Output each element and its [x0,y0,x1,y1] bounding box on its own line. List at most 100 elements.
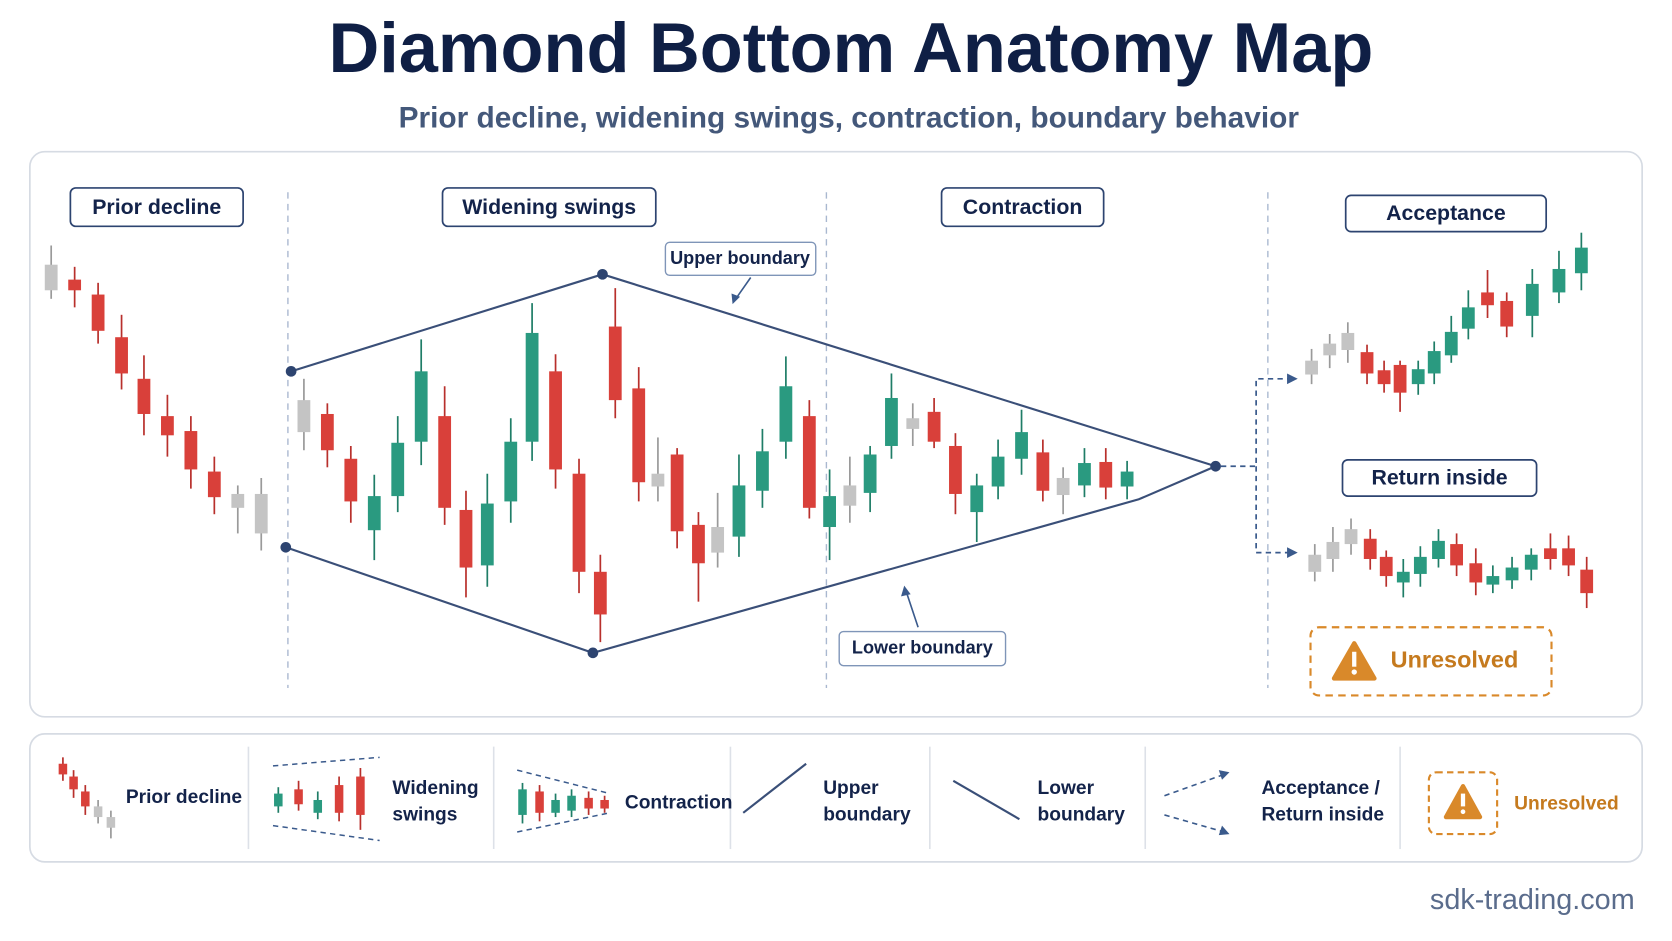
legend-label: swings [392,805,457,826]
candle-body [504,441,518,502]
legend-label: Return inside [1261,805,1384,826]
candle-body [184,431,198,470]
candle-body [1363,538,1377,560]
candle-body [294,789,303,805]
candle-body [632,388,646,483]
candle-body [313,799,323,813]
outcome-label: Acceptance [1386,201,1506,225]
label-box [1344,194,1548,233]
status-label: Unresolved [1391,647,1519,673]
candle-body [414,371,428,442]
candle-body [608,326,622,401]
candle-body [823,496,836,528]
phase-label: Contraction [963,195,1083,219]
candle-body [572,473,586,572]
legend-label: Acceptance / [1261,778,1380,799]
legend-label: Widening [392,778,478,799]
candle-body [779,386,793,442]
legend-label: Lower [1038,778,1095,799]
annotation-arrow [905,591,919,628]
candle-body [91,294,105,331]
candle-body [1486,576,1500,585]
candle-body [1427,351,1441,374]
phase-label: Widening swings [462,195,636,219]
candle-body [356,776,365,815]
candle-body [1525,283,1539,316]
candle-body [1015,432,1028,459]
annotation: Lower boundary [852,637,993,657]
legend-label: boundary [823,805,911,826]
candle-body [1469,563,1483,583]
candle-body [1461,307,1475,329]
legend-label: Prior decline [126,787,243,808]
candle-body [593,571,607,615]
candle-body [44,264,58,291]
candle-body [863,454,877,493]
candle-body [1036,452,1050,491]
candle-body [1344,529,1358,545]
candle-body [1411,369,1425,385]
candle-body [991,456,1005,487]
candle-body [1562,548,1575,566]
legend-label: Contraction [625,792,733,813]
candle-body [254,493,268,534]
candle-body [551,799,560,813]
candle-body [367,496,381,531]
candle-body [651,473,665,487]
candle-body [69,776,78,790]
candle-body [438,416,452,508]
outcome-arrows [1220,377,1293,554]
title: Diamond Bottom Anatomy Map [328,8,1373,87]
candle-body [106,817,116,828]
candle-body [927,411,941,442]
legend-label: boundary [1038,805,1126,826]
phase-separators [287,192,1269,689]
candle-body [58,763,68,775]
candle-body [297,400,311,433]
phase-label: Prior decline [92,195,221,219]
main-panel [29,150,1643,718]
candle-body [535,791,544,813]
candle-body [1481,292,1494,306]
candle-body [584,797,593,809]
label-box [940,187,1105,228]
candle-body [137,378,151,414]
legend-label: Unresolved [1514,793,1619,814]
candle-body [81,791,90,807]
candle-body [1444,331,1458,356]
candle-body [1544,548,1557,560]
candle-body [459,509,473,568]
candle-body [1552,268,1566,293]
candle-body [1574,247,1588,274]
candle-body [1413,556,1427,574]
candle-body [480,503,494,566]
candle-body [843,485,857,506]
candle-body [1078,463,1091,486]
candle-body [1505,567,1519,581]
candle-body [344,458,358,502]
legend-label: Upper [823,778,879,799]
candle-body [1379,556,1393,577]
candle-body [1450,544,1463,566]
candle-body [1308,554,1322,572]
candle-body [1099,461,1113,488]
warning-mark [1352,651,1357,667]
candle-body [692,524,705,564]
label-box [69,187,244,228]
candle-body [1323,343,1337,356]
candle-body [600,799,609,809]
annotation-box [664,241,817,277]
candle-body [1500,300,1514,327]
candle-body [1524,554,1538,570]
legend-text: Prior decline Widening swings Contraction Up… [126,778,1619,826]
legend-dividers [247,746,1401,850]
outcome-label: Return inside [1371,466,1507,490]
footer: sdk-trading.com [1430,884,1635,916]
annotation-arrow [735,277,752,300]
arrow-head [901,585,911,597]
arrow-heads [1287,373,1298,558]
candle-body [207,471,221,498]
candle-body [732,485,746,537]
candle-body [231,493,245,508]
